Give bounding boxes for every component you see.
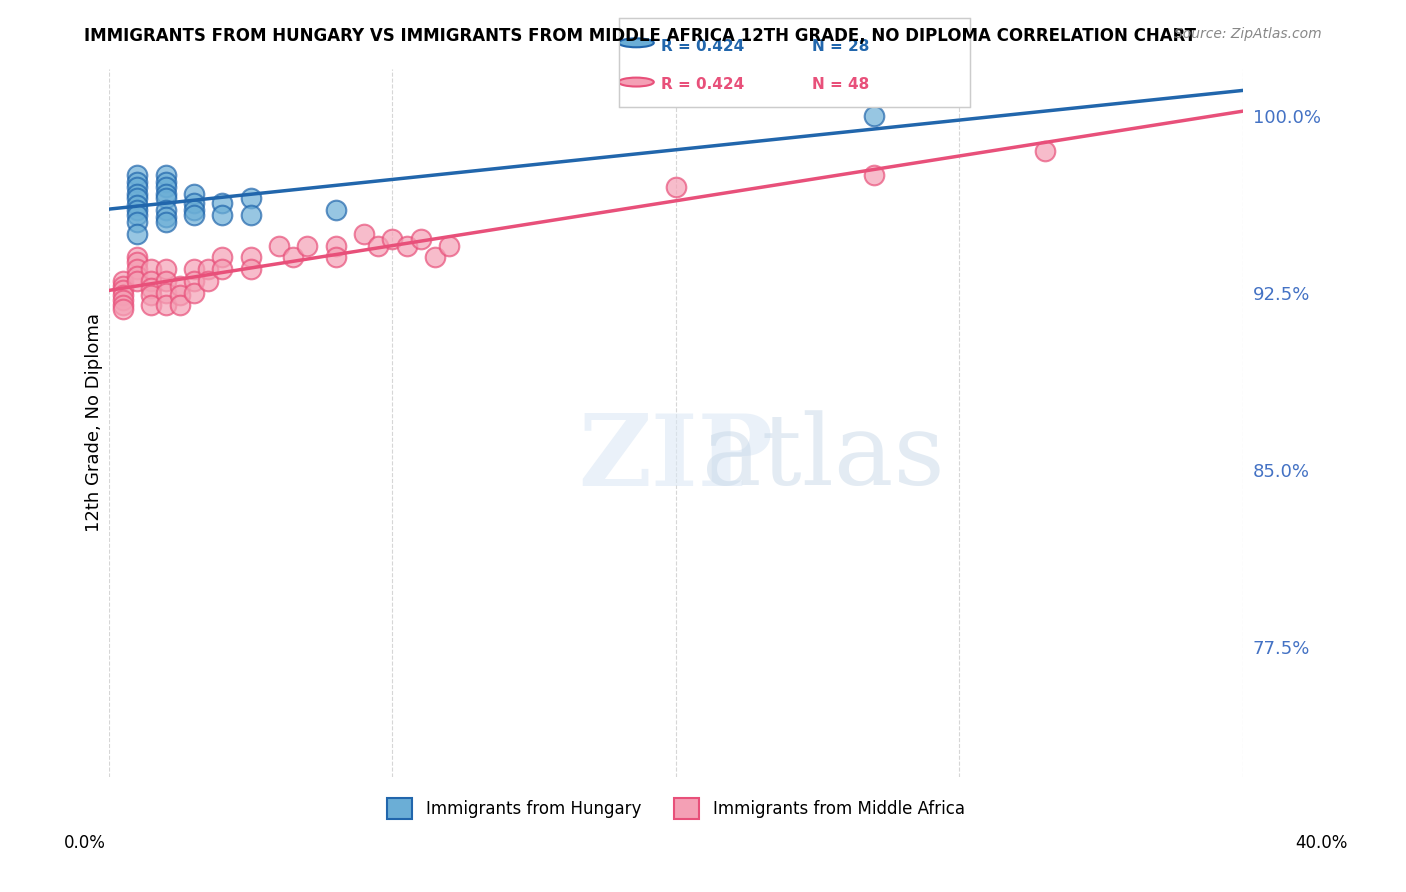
Text: 40.0%: 40.0% xyxy=(1295,834,1348,852)
Circle shape xyxy=(619,78,654,87)
Point xyxy=(155,274,177,288)
Point xyxy=(863,109,886,123)
Point xyxy=(141,274,163,288)
Point xyxy=(325,203,347,218)
Text: N = 28: N = 28 xyxy=(813,39,869,54)
Point xyxy=(127,251,149,265)
Point xyxy=(127,215,149,229)
Text: atlas: atlas xyxy=(702,410,945,506)
Point xyxy=(112,298,135,312)
Point xyxy=(183,285,205,300)
Point xyxy=(437,238,460,252)
Point xyxy=(127,186,149,201)
Point xyxy=(112,302,135,317)
Point xyxy=(112,293,135,307)
Point xyxy=(127,208,149,222)
Point xyxy=(127,203,149,218)
Point xyxy=(155,211,177,225)
Text: IMMIGRANTS FROM HUNGARY VS IMMIGRANTS FROM MIDDLE AFRICA 12TH GRADE, NO DIPLOMA : IMMIGRANTS FROM HUNGARY VS IMMIGRANTS FR… xyxy=(84,27,1197,45)
Point xyxy=(155,191,177,205)
Point xyxy=(155,298,177,312)
Point xyxy=(183,203,205,218)
Point xyxy=(141,288,163,302)
Point xyxy=(281,251,304,265)
Point xyxy=(112,278,135,293)
Text: R = 0.424: R = 0.424 xyxy=(661,39,744,54)
Text: Source: ZipAtlas.com: Source: ZipAtlas.com xyxy=(1174,27,1322,41)
Text: 0.0%: 0.0% xyxy=(63,834,105,852)
Point xyxy=(141,262,163,277)
Point xyxy=(409,231,432,245)
Point xyxy=(197,262,219,277)
Circle shape xyxy=(619,38,654,47)
Point xyxy=(169,278,191,293)
Point xyxy=(325,251,347,265)
Point xyxy=(127,168,149,182)
Point xyxy=(395,238,418,252)
Point xyxy=(155,285,177,300)
Point xyxy=(183,196,205,211)
Point xyxy=(127,179,149,194)
Point xyxy=(169,288,191,302)
Text: N = 48: N = 48 xyxy=(813,78,869,92)
Point xyxy=(183,274,205,288)
Point xyxy=(155,215,177,229)
Point xyxy=(169,298,191,312)
Point xyxy=(141,281,163,295)
Legend: Immigrants from Hungary, Immigrants from Middle Africa: Immigrants from Hungary, Immigrants from… xyxy=(381,791,972,825)
Point xyxy=(239,191,262,205)
Y-axis label: 12th Grade, No Diploma: 12th Grade, No Diploma xyxy=(86,313,103,533)
Text: R = 0.424: R = 0.424 xyxy=(661,78,744,92)
Point xyxy=(267,238,290,252)
Point xyxy=(863,168,886,182)
Point xyxy=(127,227,149,241)
Point xyxy=(127,191,149,205)
Point xyxy=(155,175,177,189)
Point xyxy=(127,269,149,284)
Point xyxy=(211,251,233,265)
Text: ZIP: ZIP xyxy=(578,409,773,507)
Point xyxy=(239,251,262,265)
Point xyxy=(183,186,205,201)
Point xyxy=(381,231,404,245)
Point xyxy=(155,203,177,218)
Point xyxy=(112,274,135,288)
Point xyxy=(211,208,233,222)
Point xyxy=(141,298,163,312)
Point xyxy=(239,208,262,222)
Point xyxy=(1033,144,1056,158)
Point xyxy=(127,198,149,212)
Point xyxy=(112,288,135,302)
Point xyxy=(183,262,205,277)
Point xyxy=(325,238,347,252)
Point xyxy=(297,238,319,252)
Point xyxy=(211,262,233,277)
Point xyxy=(211,196,233,211)
Point xyxy=(112,284,135,298)
Point xyxy=(155,168,177,182)
Point xyxy=(423,251,446,265)
Point xyxy=(183,208,205,222)
Point xyxy=(367,238,389,252)
Point xyxy=(127,255,149,269)
Point xyxy=(127,274,149,288)
Point xyxy=(239,262,262,277)
Point xyxy=(665,179,688,194)
Point xyxy=(353,227,375,241)
Point xyxy=(155,186,177,201)
Point xyxy=(127,175,149,189)
Point xyxy=(197,274,219,288)
Point xyxy=(155,262,177,277)
Point xyxy=(155,179,177,194)
Point xyxy=(127,262,149,277)
